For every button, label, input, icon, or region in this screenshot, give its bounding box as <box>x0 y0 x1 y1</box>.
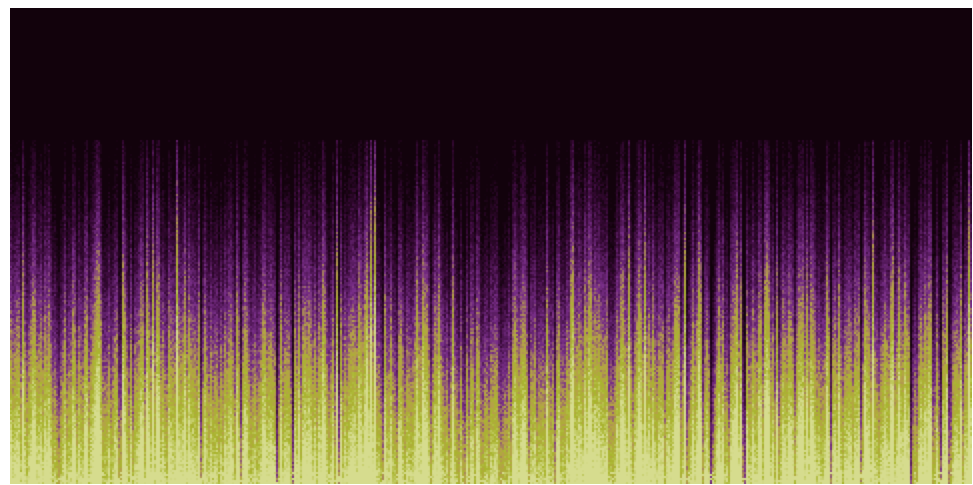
spectrogram-image <box>10 8 972 484</box>
